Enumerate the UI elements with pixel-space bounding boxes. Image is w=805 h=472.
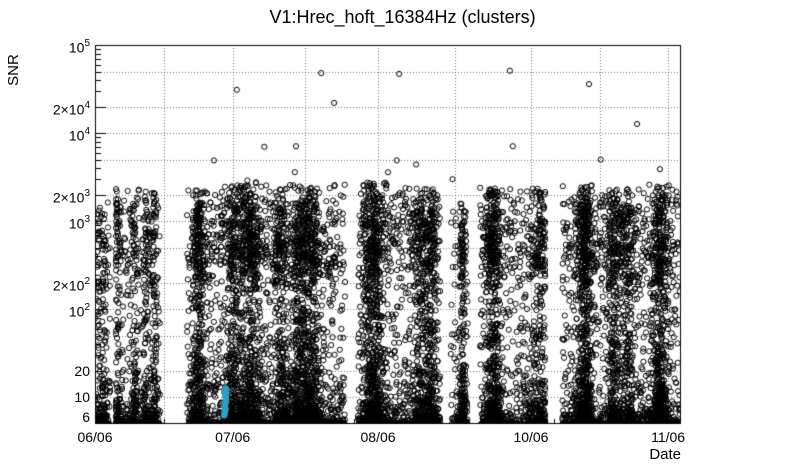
y-tick-label: 105: [68, 38, 90, 56]
y-tick-label: 104: [68, 126, 90, 144]
x-tick-label: 07/06: [215, 429, 251, 445]
y-tick-label: 2×102: [52, 275, 90, 294]
x-tick-label: 10/06: [513, 429, 549, 445]
x-tick-label: 06/06: [77, 429, 113, 445]
y-axis-label: SNR: [5, 54, 22, 86]
y-tick-label: 103: [68, 214, 90, 232]
x-tick-label: 11/06: [651, 429, 686, 445]
y-tick-label: 102: [68, 302, 90, 320]
chart-title: V1:Hrec_hoft_16384Hz (clusters): [269, 7, 536, 27]
y-tick-label: 6: [82, 409, 90, 426]
y-tick-label: 10: [74, 389, 90, 406]
x-axis-label: Date: [649, 446, 681, 463]
x-tick-label: 08/06: [360, 429, 396, 445]
y-tick-label: 2×103: [52, 187, 90, 206]
y-tick-label: 20: [74, 362, 90, 379]
y-tick-label: 2×104: [52, 99, 90, 118]
